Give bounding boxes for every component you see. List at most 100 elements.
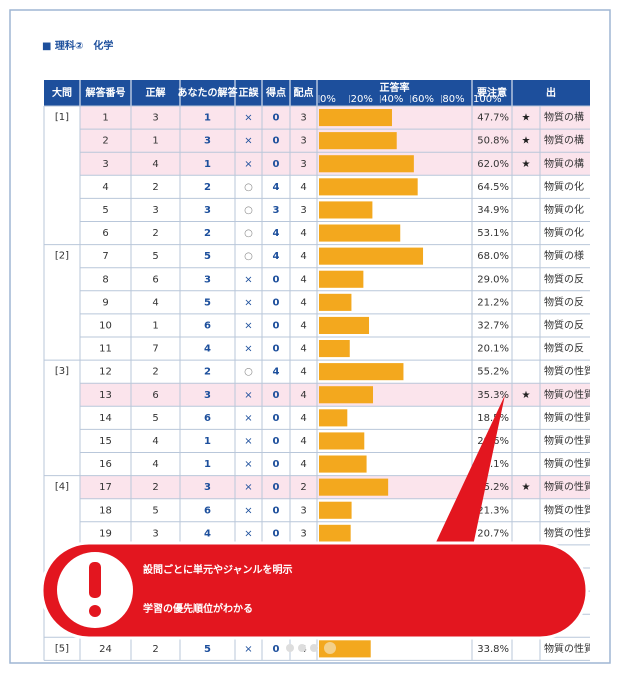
score: 0: [273, 505, 280, 516]
judgement: ×: [244, 413, 252, 424]
question-no: 9: [102, 297, 108, 308]
points: 4: [300, 390, 306, 401]
column-header: 解答番号: [86, 86, 126, 99]
correct-answer: 5: [152, 413, 158, 424]
rate-bar: [319, 247, 424, 265]
rate-bar: [319, 455, 367, 473]
unit: 物質の性質: [544, 411, 594, 424]
column-header: 配点: [294, 86, 314, 99]
score: 4: [273, 182, 280, 193]
score: 4: [273, 367, 280, 378]
question-no: 10: [99, 320, 112, 331]
rate-bar: [319, 316, 370, 334]
correct-answer: 3: [152, 113, 158, 124]
score: 0: [273, 297, 280, 308]
judgement: ×: [244, 344, 252, 355]
score: 0: [273, 274, 280, 285]
caution-star: ★: [522, 136, 531, 147]
rate-bar: [319, 155, 414, 173]
unit: 物質の反: [544, 342, 584, 355]
unit: 物質の性質: [544, 526, 594, 539]
your-answer: 3: [204, 136, 211, 147]
judgement: ×: [244, 459, 252, 470]
your-answer: 2: [204, 182, 211, 193]
correct-answer: 3: [152, 205, 158, 216]
score: 0: [273, 644, 280, 655]
score: 4: [273, 228, 280, 239]
rate-tick-label: 80%: [442, 94, 464, 105]
rate-bar: [319, 363, 404, 381]
rate-bar: [319, 178, 418, 196]
rate-bar: [319, 224, 401, 242]
unit: 物質の性質: [544, 503, 594, 516]
question-no: 4: [102, 182, 108, 193]
question-no: 18: [99, 505, 112, 516]
judgement: ○: [244, 182, 253, 193]
points: 2: [300, 482, 306, 493]
unit: 物質の化: [544, 203, 584, 216]
unit: 物質の構: [544, 157, 584, 170]
question-no: 12: [99, 367, 112, 378]
column-header: 正解: [146, 86, 166, 99]
pager: [286, 642, 336, 654]
your-answer: 6: [204, 413, 211, 424]
points: 3: [300, 113, 306, 124]
judgement: ×: [244, 436, 252, 447]
rate-label: 31.1%: [477, 459, 509, 470]
unit: 物質の反: [544, 318, 584, 331]
your-answer: 4: [204, 528, 211, 539]
rate-tick-label: 40%: [381, 94, 403, 105]
judgement: ×: [244, 136, 252, 147]
your-answer: 5: [204, 297, 211, 308]
correct-answer: 3: [152, 528, 158, 539]
judgement: ○: [244, 228, 253, 239]
judgement: ×: [244, 113, 252, 124]
rate-label: 62.0%: [477, 159, 509, 170]
your-answer: 1: [204, 436, 211, 447]
your-answer: 3: [204, 390, 211, 401]
rate-bar: [319, 201, 373, 219]
points: 4: [300, 436, 306, 447]
rate-bar: [319, 293, 352, 311]
rate-bar: [319, 501, 352, 519]
column-header: 出: [546, 86, 556, 99]
section: [3]: [55, 366, 69, 377]
judgement: ×: [244, 297, 252, 308]
correct-answer: 5: [152, 251, 158, 262]
column-header: 要注意: [477, 86, 507, 99]
rate-label: 32.7%: [477, 320, 509, 331]
column-header: 正誤: [239, 86, 260, 99]
rate-label: 53.1%: [477, 228, 509, 239]
points: 4: [300, 367, 306, 378]
your-answer: 4: [204, 344, 211, 355]
rate-bar: [319, 386, 374, 404]
score: 0: [273, 344, 280, 355]
correct-answer: 2: [152, 367, 158, 378]
rate-label: 55.2%: [477, 367, 509, 378]
judgement: ×: [244, 482, 252, 493]
points: 4: [300, 413, 306, 424]
points: 4: [300, 297, 306, 308]
rate-label: 45.2%: [477, 482, 509, 493]
rate-bar: [319, 270, 364, 288]
score: 3: [273, 205, 280, 216]
score: 0: [273, 320, 280, 331]
your-answer: 6: [204, 505, 211, 516]
section: [2]: [55, 251, 69, 262]
rate-label: 47.7%: [477, 113, 509, 124]
rate-label: 21.2%: [477, 297, 509, 308]
question-no: 3: [102, 159, 108, 170]
score: 0: [273, 528, 280, 539]
score: 0: [273, 159, 280, 170]
your-answer: 1: [204, 159, 211, 170]
rate-label: 33.8%: [477, 644, 509, 655]
rate-bar: [319, 340, 350, 358]
your-answer: 2: [204, 228, 211, 239]
score: 0: [273, 136, 280, 147]
caution-star: ★: [522, 390, 531, 401]
judgement: ×: [244, 505, 252, 516]
your-answer: 2: [204, 367, 211, 378]
question-no: 11: [99, 344, 112, 355]
judgement: ○: [244, 251, 253, 262]
